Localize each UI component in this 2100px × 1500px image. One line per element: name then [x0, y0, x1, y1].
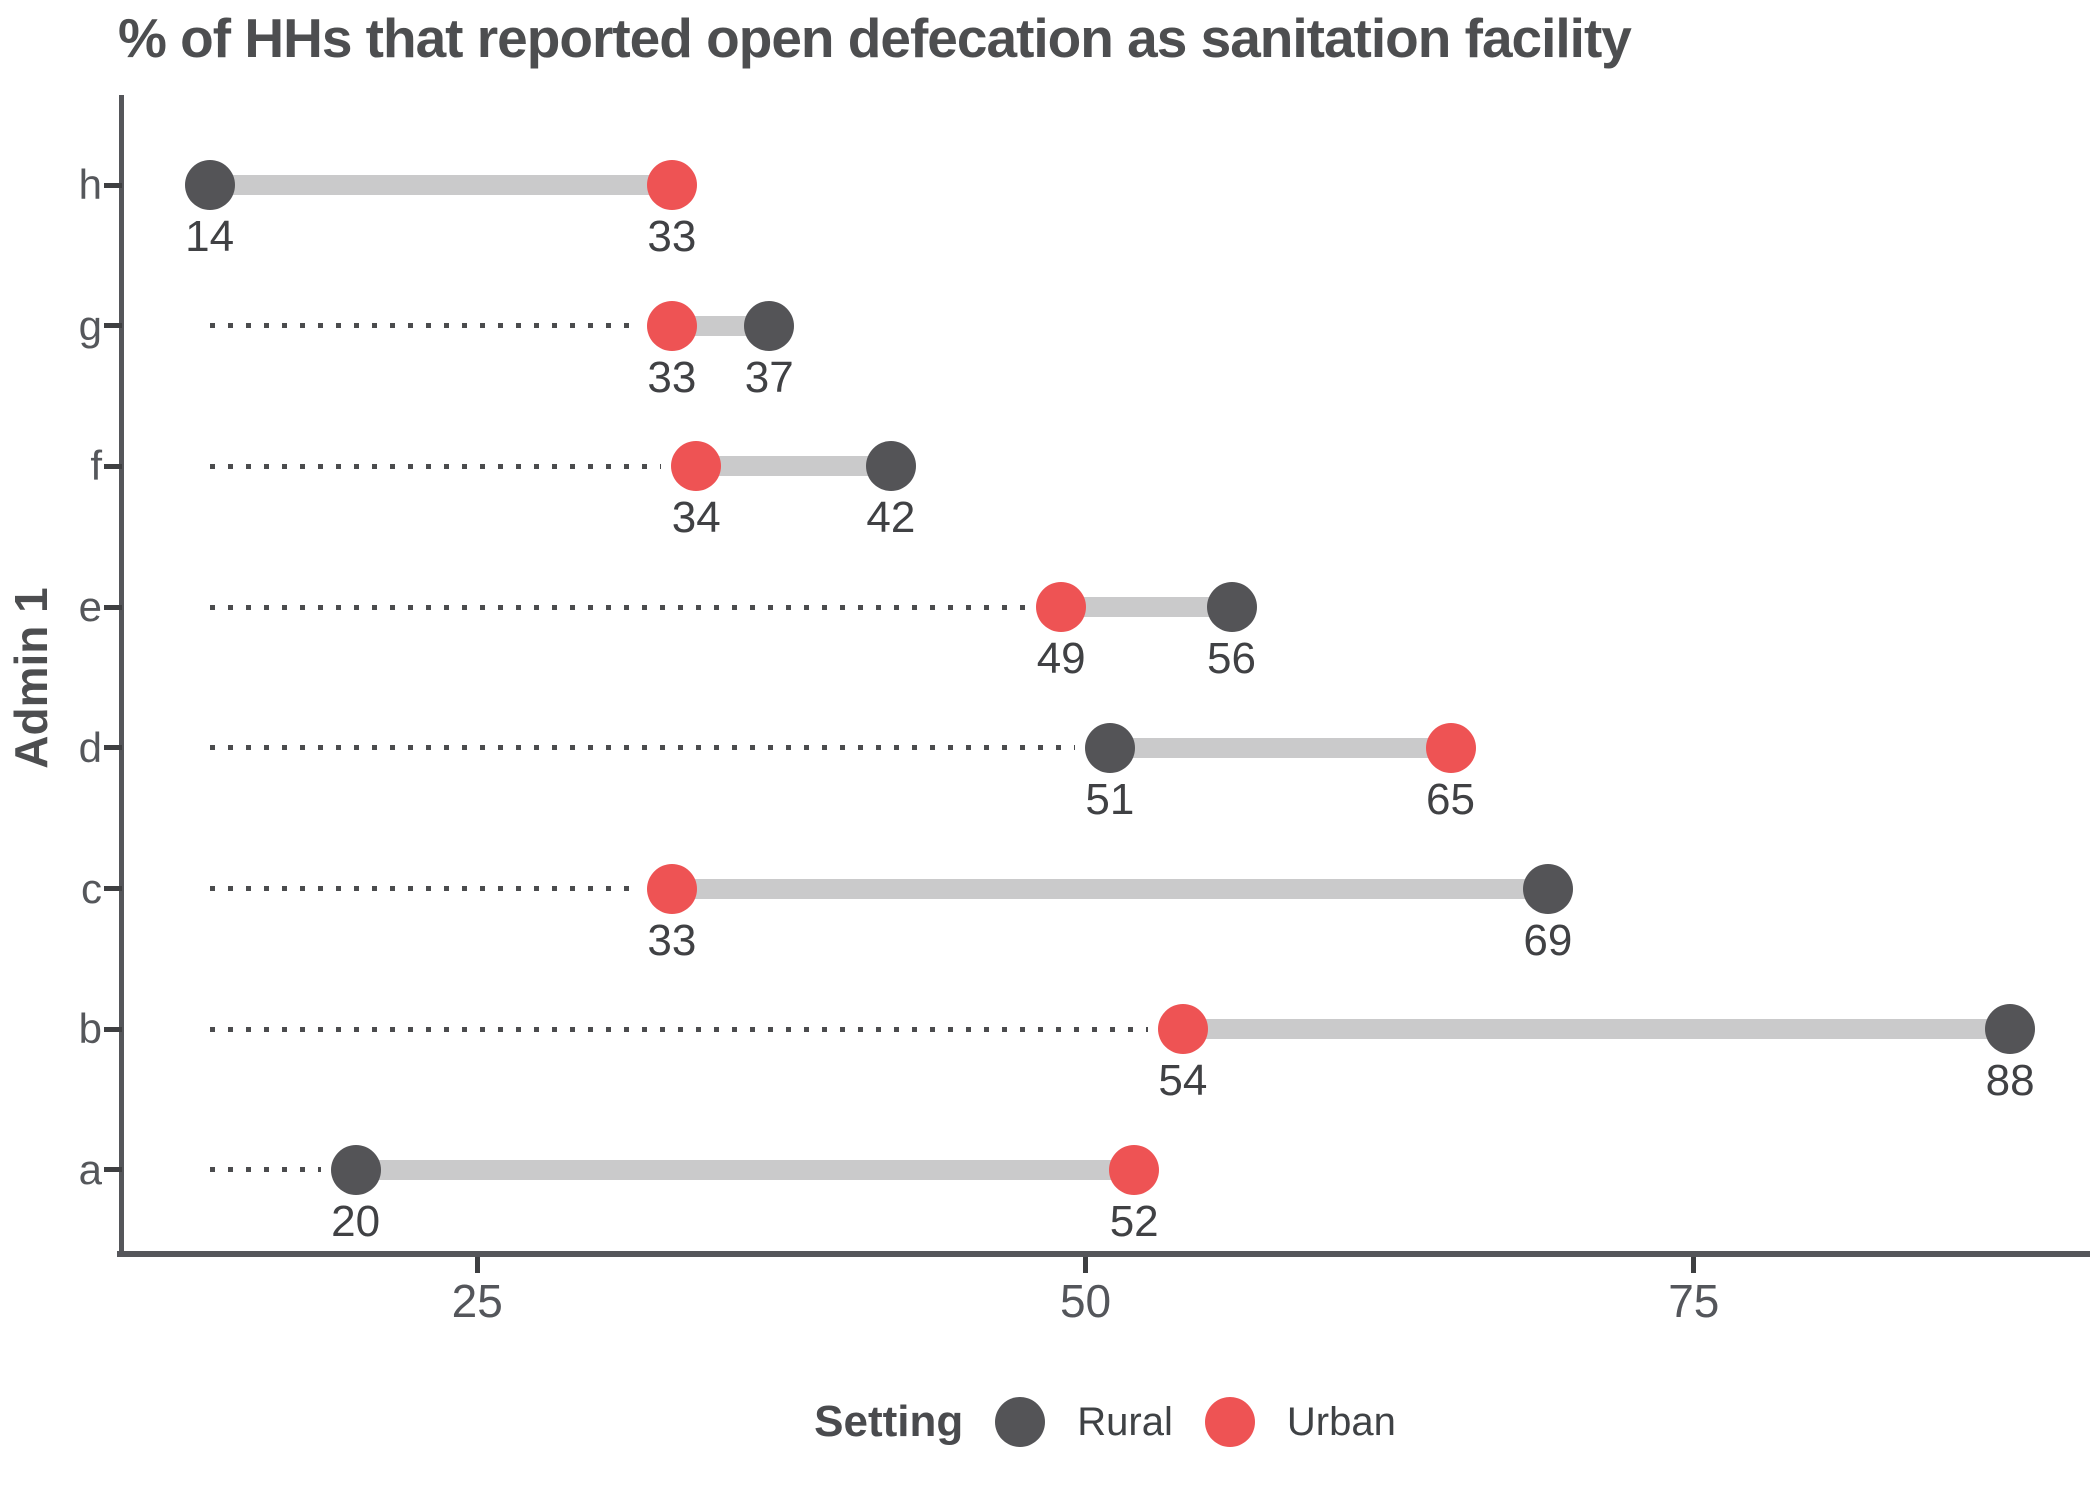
rural-dot: [1206, 582, 1257, 633]
legend-label-urban: Urban: [1286, 1399, 1396, 1444]
connector-bar: [355, 1159, 1135, 1180]
urban-dot: [646, 300, 697, 351]
urban-dot-icon: [1204, 1397, 1255, 1447]
x-tick-label: 25: [451, 1275, 503, 1327]
value-label: 33: [647, 915, 697, 965]
value-label: 14: [185, 212, 235, 261]
x-tick: [1691, 1257, 1697, 1273]
legend-label-rural: Rural: [1077, 1399, 1173, 1444]
rural-dot: [330, 1144, 381, 1195]
connector-bar: [1182, 1019, 2011, 1040]
connector-bar: [696, 456, 891, 477]
rural-dot: [744, 300, 795, 351]
urban-dot: [646, 160, 697, 210]
x-tick: [1083, 1257, 1089, 1273]
value-label: 54: [1158, 1056, 1208, 1106]
category-label: b: [78, 1005, 102, 1053]
leader-line: [209, 886, 637, 892]
connector-bar: [1061, 597, 1232, 618]
leader-line: [209, 745, 1075, 751]
value-label: 56: [1207, 634, 1256, 684]
leader-line: [209, 463, 662, 469]
x-axis-line: [117, 1251, 2090, 1257]
category-label: d: [78, 723, 102, 771]
y-axis-label: Admin 1: [5, 587, 57, 769]
rural-dot: [1985, 1004, 2036, 1055]
urban-dot: [1036, 582, 1087, 633]
category-tick: [104, 886, 122, 892]
category-tick: [104, 604, 122, 610]
connector-bar: [671, 878, 1548, 899]
category-label: a: [78, 1145, 102, 1193]
connector-bar: [1109, 737, 1451, 758]
value-label: 34: [671, 493, 721, 543]
category-label: c: [81, 864, 102, 912]
rural-dot: [865, 441, 916, 492]
value-label: 42: [866, 493, 916, 543]
rural-dot-icon: [995, 1397, 1046, 1447]
x-tick-label: 50: [1059, 1275, 1112, 1327]
category-tick: [104, 745, 122, 751]
urban-dot: [646, 863, 697, 914]
rural-dot: [1084, 722, 1135, 773]
urban-dot: [1425, 722, 1476, 773]
value-label: 69: [1523, 915, 1573, 965]
category-label: e: [78, 583, 102, 631]
category-tick: [104, 182, 122, 188]
connector-bar: [209, 175, 672, 195]
rural-dot: [1522, 863, 1573, 914]
category-label: g: [78, 301, 102, 349]
legend: Setting Rural Urban: [0, 1392, 2100, 1452]
legend-item-rural: Rural: [995, 1397, 1173, 1447]
value-label: 51: [1085, 774, 1135, 824]
x-tick-label: 75: [1668, 1275, 1720, 1327]
value-label: 20: [331, 1196, 381, 1246]
urban-dot: [671, 441, 722, 492]
urban-dot: [1157, 1004, 1208, 1055]
chart-title: % of HHs that reported open defecation a…: [118, 7, 1632, 69]
category-label: h: [78, 161, 102, 208]
value-label: 65: [1426, 774, 1475, 824]
value-label: 52: [1109, 1196, 1159, 1246]
leader-line: [209, 1167, 321, 1173]
leader-line: [209, 604, 1027, 610]
category-label: f: [90, 442, 102, 490]
value-label: 33: [647, 212, 697, 261]
value-label: 33: [647, 352, 697, 402]
rural-dot: [184, 160, 235, 210]
category-tick: [104, 1167, 122, 1173]
leader-line: [209, 323, 637, 329]
category-tick: [104, 463, 122, 469]
value-label: 49: [1036, 634, 1086, 684]
leader-line: [209, 1026, 1148, 1032]
y-axis-line: [119, 95, 124, 1256]
legend-title: Setting: [814, 1397, 964, 1446]
x-tick: [474, 1257, 480, 1273]
value-label: 37: [744, 352, 794, 402]
category-tick: [104, 1026, 122, 1032]
legend-item-urban: Urban: [1204, 1397, 1396, 1447]
category-tick: [104, 323, 122, 329]
urban-dot: [1109, 1144, 1160, 1195]
value-label: 88: [1985, 1056, 2035, 1106]
